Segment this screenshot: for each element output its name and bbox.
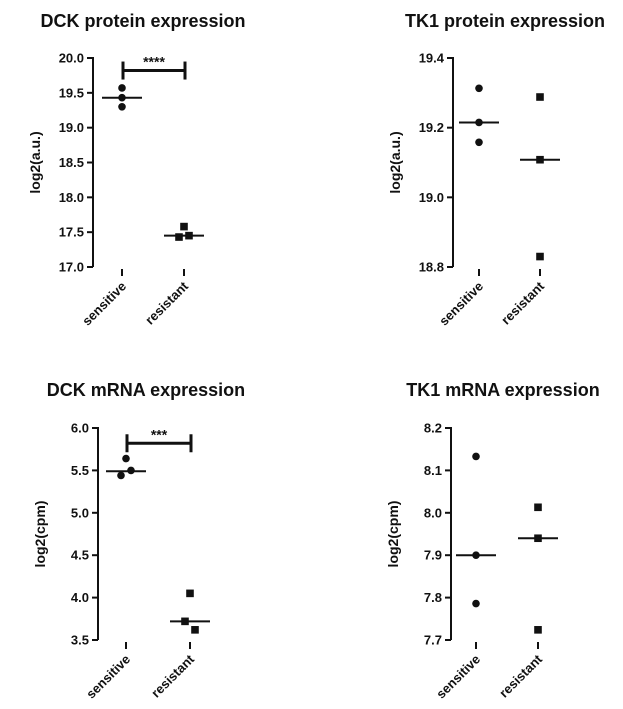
data-point [186, 589, 194, 598]
y-axis-label: log2(a.u.) [27, 131, 43, 193]
y-tick-label: 7.8 [424, 590, 442, 605]
y-tick-label: 18.5 [59, 155, 84, 170]
y-tick-label: 17.0 [59, 260, 84, 275]
data-point [180, 222, 188, 231]
x-tick-label: sensitive [79, 279, 129, 329]
data-point [472, 452, 480, 461]
y-tick-label: 19.4 [419, 51, 445, 66]
data-point [536, 252, 544, 261]
x-tick-label: resistant [148, 651, 197, 700]
y-tick-label: 8.1 [424, 463, 442, 478]
y-tick-label: 19.5 [59, 85, 84, 100]
y-axis-label: log2(cpm) [32, 501, 48, 568]
data-point [118, 102, 126, 111]
y-tick-label: 17.5 [59, 225, 84, 240]
data-point [191, 626, 199, 634]
y-tick-label: 7.9 [424, 548, 442, 563]
chart-panel: TK1 protein expression 18.8 19.0 19.2 19.4 lo… [387, 11, 605, 328]
data-point [534, 503, 542, 512]
chart-title: TK1 mRNA expression [406, 380, 599, 400]
y-axis-label: log2(a.u.) [387, 131, 403, 193]
y-tick-label: 19.2 [419, 120, 444, 135]
significance-label: **** [143, 54, 165, 70]
y-tick-label: 4.0 [71, 590, 89, 605]
y-tick-label: 8.0 [424, 505, 442, 520]
x-tick-label: resistant [496, 651, 545, 700]
x-tick-label: sensitive [433, 652, 483, 702]
x-tick-label: resistant [142, 278, 191, 327]
data-point [536, 93, 544, 101]
data-point [117, 471, 125, 480]
chart-title: TK1 protein expression [405, 11, 605, 31]
y-tick-label: 5.5 [71, 463, 89, 478]
chart-panel: DCK mRNA expression 3.5 4.0 4.5 5.0 5.5 6.0 log… [32, 380, 245, 701]
y-tick-label: 6.0 [71, 421, 89, 436]
y-tick-label: 20.0 [59, 51, 84, 66]
chart-title: DCK mRNA expression [47, 380, 245, 400]
y-tick-label: 7.7 [424, 633, 442, 648]
data-point [122, 454, 130, 463]
x-tick-label: sensitive [436, 279, 486, 329]
x-tick-label: sensitive [83, 652, 133, 702]
y-tick-label: 19.0 [419, 190, 444, 205]
y-axis-label: log2(cpm) [385, 501, 401, 568]
data-point [118, 84, 126, 92]
data-point [475, 138, 483, 147]
y-tick-label: 19.0 [59, 120, 84, 135]
data-point [534, 626, 542, 634]
y-tick-label: 18.0 [59, 190, 84, 205]
data-point [175, 233, 183, 241]
chart-panel: DCK protein expression 17.0 17.5 18.0 18.5 19… [27, 11, 246, 328]
y-tick-label: 8.2 [424, 421, 442, 436]
chart-panel: TK1 mRNA expression 7.7 7.8 7.9 8.0 8.1 8.2 log… [385, 380, 600, 701]
y-tick-label: 4.5 [71, 548, 89, 563]
y-tick-label: 3.5 [71, 633, 89, 648]
significance-label: *** [151, 426, 168, 442]
y-tick-label: 5.0 [71, 505, 89, 520]
data-point [475, 84, 483, 93]
y-tick-label: 18.8 [419, 260, 444, 275]
data-point [472, 599, 480, 608]
chart-title: DCK protein expression [40, 11, 245, 31]
x-tick-label: resistant [498, 278, 547, 327]
